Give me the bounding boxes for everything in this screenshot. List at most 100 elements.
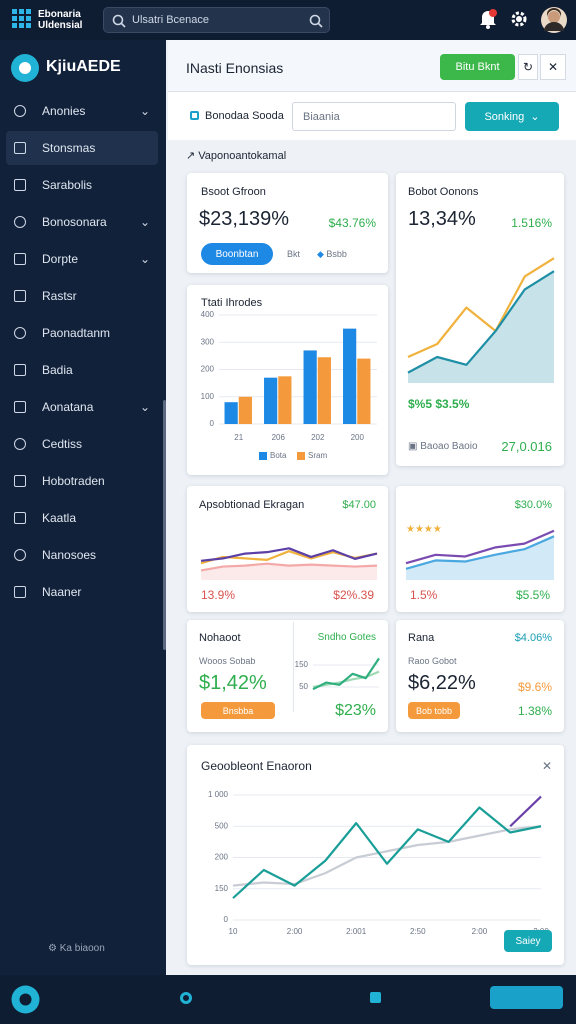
nav-item[interactable]: Kaatla <box>6 501 158 535</box>
y-tick-label: 0 <box>224 915 229 924</box>
brand-line: Uldensial <box>38 20 83 31</box>
card-value: $1,42% <box>199 672 267 694</box>
filter-icon <box>190 111 199 120</box>
button-label: Sonking <box>484 110 525 123</box>
dropdown-button[interactable]: Sonking ⌄ <box>465 102 559 131</box>
y-tick-label: 500 <box>215 821 229 830</box>
nav-label: Cedtiss <box>42 437 83 451</box>
y-tick-label: 200 <box>201 365 215 374</box>
bar <box>357 358 371 424</box>
search-box[interactable]: Ulsatri Bcenace <box>103 7 330 33</box>
nav-item[interactable]: Stonsmas <box>6 131 158 165</box>
section-heading: ↗ Vaponoantokamal <box>186 150 287 162</box>
search-icon[interactable] <box>309 14 323 28</box>
card-link[interactable]: Bkt <box>287 249 301 259</box>
nav-item[interactable]: Badia <box>6 353 158 387</box>
legend-label: Sram <box>308 451 327 460</box>
sidebar-brand: KjiuAEDE <box>46 58 121 75</box>
nav-item[interactable]: Dorpte ⌄ <box>6 242 158 276</box>
nav-icon <box>14 216 26 228</box>
primary-button[interactable]: Bitu Bknt <box>440 54 515 80</box>
card-high: $2%.39 <box>333 588 374 602</box>
x-tick-label: 2:001 <box>346 927 367 936</box>
nav-item[interactable]: Naaner <box>6 575 158 609</box>
settings-icon[interactable] <box>510 10 528 28</box>
nav-item[interactable]: Cedtiss <box>6 427 158 461</box>
chevron: ⌄ <box>139 104 150 118</box>
chevron: ⌄ <box>139 215 150 229</box>
chevron: ⌄ <box>139 400 150 414</box>
nav-item[interactable]: Nanosoes <box>6 538 158 572</box>
nav-item[interactable]: Paonadtanm <box>6 316 158 350</box>
nav-icon <box>14 105 26 117</box>
nav-icon <box>14 586 26 598</box>
close-button[interactable]: ✕ <box>540 54 566 80</box>
card-title: Bobot Oonons <box>408 186 479 198</box>
y-tick-label: 50 <box>299 682 308 691</box>
bar-chart: Ttati Ihrodes 0 100 200 300 400 21 206 202 200 Bot… <box>201 297 377 460</box>
y-tick-label: 150 <box>295 660 309 669</box>
nav-item[interactable]: Aonatana ⌄ <box>6 390 158 424</box>
refresh-button[interactable]: ↻ <box>518 54 538 80</box>
y-tick-label: 400 <box>201 310 215 319</box>
card-change: 1.516% <box>511 216 552 230</box>
card-label: Raoo Gobot <box>408 656 457 666</box>
x-tick-label: 2:00 <box>472 927 488 936</box>
bottom-icon <box>180 992 192 1004</box>
card-value: $23,139% <box>199 208 290 230</box>
line-chart: Geoobleont Enaoron 0 150 200 500 1 000 10 2:00 2… <box>201 759 549 936</box>
card-low: 13.9% <box>201 588 236 602</box>
bottom-button[interactable] <box>490 986 563 1009</box>
nav-label: Badia <box>42 363 73 377</box>
nav-item[interactable]: Rastsr <box>6 279 158 313</box>
nav-label: Naaner <box>42 585 82 599</box>
nav-icon <box>14 364 26 376</box>
nav-item[interactable]: Bonosonara ⌄ <box>6 205 158 239</box>
y-tick-label: 0 <box>210 419 215 428</box>
menu-icon[interactable] <box>12 9 32 31</box>
card-title: Nohaoot <box>199 632 241 644</box>
card-foot: ▣ Baoao Baoio <box>408 441 478 452</box>
close-icon[interactable]: ✕ <box>541 759 552 773</box>
chart-card: Ttati Ihrodes 0 100 200 300 400 21 206 202 200 Bot… <box>187 285 388 475</box>
legend-label: Bota <box>270 451 287 460</box>
card-button[interactable]: Bnsbba <box>201 702 275 719</box>
card-change: $43.76% <box>328 216 376 230</box>
line-chart <box>200 547 378 580</box>
y-tick-label: 200 <box>215 853 229 862</box>
legend-swatch <box>297 452 305 460</box>
card-change: $47.00 <box>342 499 376 511</box>
bottom-logo <box>11 985 40 1014</box>
card-change: $30.0% <box>514 499 552 511</box>
filter-input[interactable]: Biaania <box>292 102 456 131</box>
nav-item[interactable]: Hobotraden <box>6 464 158 498</box>
card-button[interactable]: Bob tobb <box>408 702 460 719</box>
input-text: Biaania <box>303 111 340 123</box>
scrollbar[interactable] <box>163 400 166 650</box>
nav-item[interactable]: Sarabolis <box>6 168 158 202</box>
line <box>405 535 555 570</box>
x-tick-label: 21 <box>234 433 243 442</box>
chart-title: Geoobleont Enaoron <box>201 759 312 773</box>
stat-card: Nohaoot Sndho Gotes Wooos Sobab $1,42% B… <box>187 620 388 732</box>
nav-label: Kaatla <box>42 511 77 525</box>
sidebar-footer[interactable]: ⚙ Ka biaoon <box>48 943 105 954</box>
bottom-bar <box>0 975 576 1024</box>
x-tick-label: 206 <box>272 433 286 442</box>
x-tick-label: 2:00 <box>287 927 303 936</box>
avatar[interactable] <box>540 6 568 34</box>
nav-label: Nanosoes <box>42 548 97 562</box>
card-link[interactable]: ◆ Bsbb <box>317 249 347 259</box>
card-button[interactable]: Saiey <box>504 930 552 952</box>
button-label: Boonbtan <box>215 248 259 260</box>
line <box>407 257 555 359</box>
bar <box>343 328 357 424</box>
nav-item[interactable]: Anonies ⌄ <box>6 94 158 128</box>
filter-bar: Bonodaa Sooda Biaania Sonking ⌄ <box>168 92 576 140</box>
card-button[interactable]: Boonbtan <box>201 243 273 265</box>
divider <box>293 622 294 712</box>
card-change: 1.38% <box>517 704 552 718</box>
bell-icon[interactable] <box>478 8 498 30</box>
nav-label: Rastsr <box>42 289 77 303</box>
